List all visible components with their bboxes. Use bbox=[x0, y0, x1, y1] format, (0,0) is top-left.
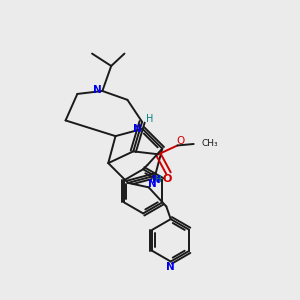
Text: N: N bbox=[93, 85, 101, 94]
Text: N: N bbox=[167, 262, 175, 272]
Text: N: N bbox=[152, 175, 161, 185]
Text: O: O bbox=[177, 136, 185, 146]
Text: N: N bbox=[148, 179, 157, 189]
Text: N: N bbox=[133, 124, 142, 134]
Text: CH₃: CH₃ bbox=[202, 140, 218, 148]
Text: O: O bbox=[163, 174, 172, 184]
Text: H: H bbox=[154, 176, 161, 184]
Text: H: H bbox=[146, 114, 153, 124]
